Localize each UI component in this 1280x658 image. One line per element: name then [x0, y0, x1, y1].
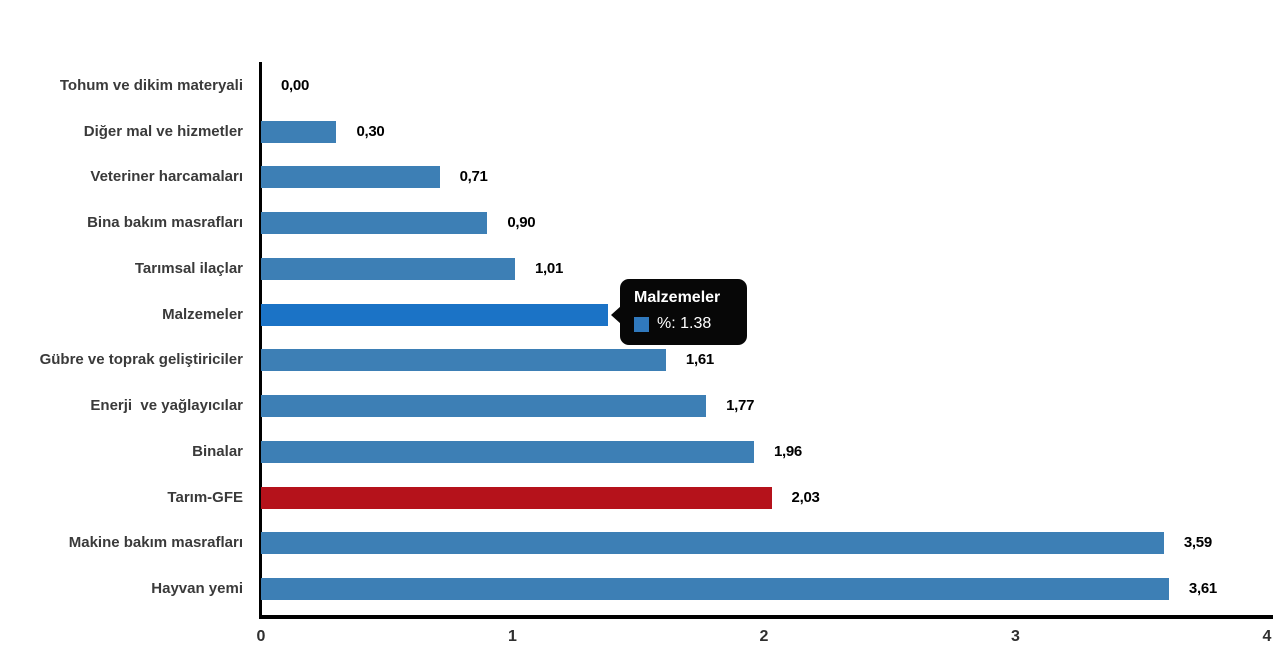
category-label: Hayvan yemi — [151, 580, 243, 598]
value-label: 1,01 — [535, 259, 563, 277]
category-label: Tarımsal ilaçlar — [134, 259, 243, 277]
series-swatch-icon — [634, 316, 649, 332]
value-label: 3,59 — [1183, 534, 1212, 552]
y-axis-line — [259, 62, 262, 619]
bar-12[interactable] — [261, 578, 1169, 601]
tooltip-value: %: 1.38 — [657, 315, 712, 332]
x-axis-line — [259, 615, 1273, 619]
bar-8[interactable] — [261, 395, 707, 418]
tooltip-value-row: %: 1.38 — [634, 315, 733, 333]
tooltip-title: Malzemeler — [634, 289, 721, 306]
value-label: 1,96 — [773, 442, 802, 460]
category-label: Gübre ve toprak geliştiriciler — [39, 351, 243, 369]
category-label: Tarım-GFE — [167, 488, 243, 506]
bar-9[interactable] — [261, 440, 754, 463]
bar-10[interactable] — [261, 486, 772, 509]
x-tick-label: 2 — [759, 628, 769, 645]
bar-6[interactable] — [261, 303, 609, 326]
value-label: 0,00 — [281, 77, 309, 94]
category-label: Makine bakım masrafları — [68, 534, 243, 552]
value-label: 0,71 — [459, 168, 488, 186]
value-label: 1,77 — [726, 397, 755, 415]
x-tick-label: 3 — [1011, 628, 1020, 645]
bar-5[interactable] — [261, 257, 515, 280]
category-label: Tohum ve dikim materyali — [59, 77, 243, 94]
x-tick-label: 0 — [256, 628, 266, 645]
category-label: Malzemeler — [162, 305, 243, 323]
bar-11[interactable] — [261, 532, 1164, 555]
category-label: Veteriner harcamaları — [90, 168, 243, 186]
value-label: 2,03 — [791, 488, 820, 506]
value-label: 0,30 — [356, 122, 385, 140]
value-label: 1,61 — [685, 351, 714, 369]
tooltip: Malzemeler %: 1.38 — [611, 279, 747, 345]
x-tick-label: 4 — [1262, 628, 1272, 645]
bar-2[interactable] — [261, 120, 337, 143]
category-label: Diğer mal ve hizmetler — [83, 122, 243, 140]
bar-7[interactable] — [261, 349, 666, 372]
category-label: Enerji ve yağlayıcılar — [90, 397, 243, 415]
bar-4[interactable] — [261, 212, 488, 235]
value-label: 0,90 — [507, 214, 536, 232]
x-tick-label: 1 — [508, 628, 517, 645]
value-label: 3,61 — [1188, 580, 1217, 598]
category-label: Binalar — [192, 442, 243, 460]
category-label: Bina bakım masrafları — [87, 214, 243, 232]
tooltip-arrow-icon — [611, 306, 621, 324]
bar-3[interactable] — [261, 166, 440, 189]
